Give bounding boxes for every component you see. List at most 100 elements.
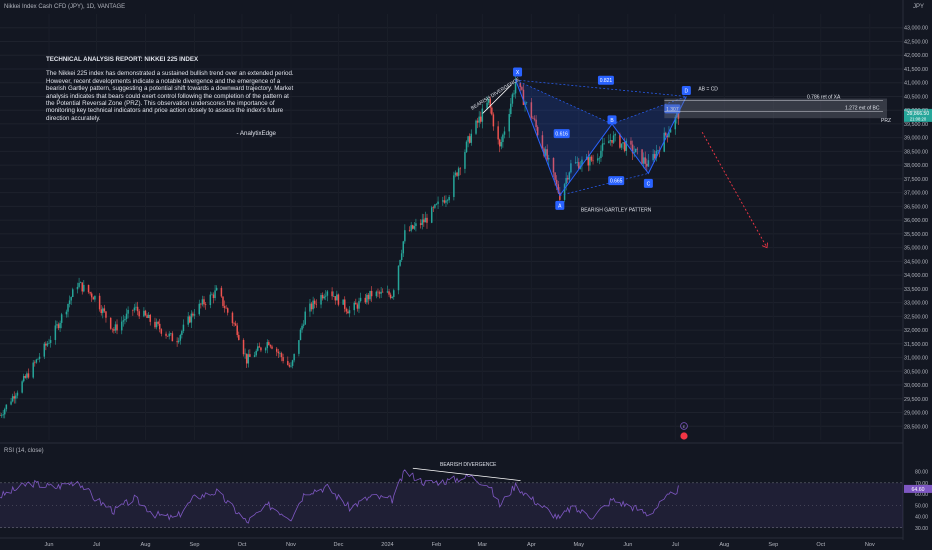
- candle-body: [282, 357, 284, 362]
- candle-body: [78, 282, 80, 287]
- candle-body: [257, 346, 259, 351]
- point-c-label: C: [647, 181, 651, 187]
- price-tick-label: 36,000.00: [904, 218, 928, 224]
- candle-body: [481, 108, 484, 122]
- candle-body: [3, 409, 6, 415]
- candle-body: [465, 141, 468, 153]
- candle-body: [57, 324, 60, 329]
- candle-body: [192, 313, 194, 316]
- price-tick-label: 35,500.00: [904, 232, 928, 238]
- candle-body: [37, 358, 39, 360]
- candle-body: [71, 289, 74, 298]
- candle-body: [437, 201, 439, 204]
- candle-body: [548, 157, 550, 160]
- candle-body: [630, 140, 632, 145]
- candle-body: [543, 148, 545, 156]
- price-tick-label: 36,500.00: [904, 204, 928, 210]
- candle-body: [622, 142, 624, 144]
- candle-body: [590, 156, 593, 161]
- ratio-cd-label-bg: [664, 104, 681, 114]
- candle-body: [535, 119, 537, 127]
- candle-body: [133, 307, 136, 311]
- candle-body: [135, 306, 137, 308]
- candle-body: [203, 299, 205, 305]
- candle-body: [223, 306, 226, 308]
- candle-body: [48, 342, 50, 344]
- time-tick-label: Mar: [478, 542, 488, 548]
- candle-body: [552, 157, 555, 173]
- candle-body: [271, 346, 273, 349]
- candle-body: [215, 287, 218, 291]
- time-tick-label: Aug: [719, 542, 729, 548]
- candle-body: [249, 354, 251, 357]
- time-tick-label: Nov: [865, 542, 875, 548]
- candle-body: [277, 351, 280, 354]
- candle-body: [304, 311, 306, 325]
- candle-body: [555, 179, 558, 185]
- candle-body: [358, 301, 360, 309]
- candle-body: [189, 316, 191, 323]
- candle-body: [497, 126, 499, 140]
- price-tick-label: 29,500.00: [904, 397, 928, 403]
- candle-body: [336, 294, 338, 301]
- candle-body: [321, 294, 324, 299]
- analysis-report: TECHNICAL ANALYSIS REPORT: NIKKEI 225 IN…: [46, 56, 296, 138]
- candle-body: [570, 163, 572, 173]
- ratio-bc-label: 0.665: [610, 179, 623, 185]
- point-c-label-bg: [643, 178, 653, 188]
- candle-body: [70, 297, 72, 301]
- price-tick-label: 31,500.00: [904, 342, 928, 348]
- candle-body: [111, 328, 114, 330]
- candle-body: [337, 294, 340, 305]
- candle-body: [631, 144, 634, 154]
- candle-body: [415, 223, 417, 227]
- price-tick-label: 41,500.00: [904, 67, 928, 73]
- time-tick-label: Jun: [623, 542, 632, 548]
- candle-body: [557, 184, 559, 193]
- price-tick-label: 41,000.00: [904, 81, 928, 87]
- candle-body: [334, 296, 337, 301]
- candle-body: [187, 316, 189, 325]
- candle-body: [636, 148, 639, 150]
- price-tick-label: 30,500.00: [904, 369, 928, 375]
- candle-body: [121, 321, 123, 331]
- candle-body: [381, 291, 384, 293]
- currency-label: JPY: [912, 4, 924, 10]
- rsi-tick-label: 40.00: [915, 515, 928, 521]
- candle-body: [581, 159, 583, 166]
- price-tick-label: 40,500.00: [904, 94, 928, 100]
- candle-body: [430, 207, 433, 223]
- candle-body: [255, 350, 257, 356]
- candle-body: [443, 200, 446, 203]
- ratio-xd-label-bg: [597, 75, 614, 85]
- candle-body: [182, 324, 185, 332]
- candle-body: [90, 293, 93, 298]
- candle-body: [498, 139, 501, 147]
- report-body: The Nikkei 225 index has demonstrated a …: [46, 70, 294, 122]
- price-tick-label: 37,500.00: [904, 177, 928, 183]
- candle-body: [500, 142, 503, 147]
- candle-body: [532, 117, 534, 119]
- candle-body: [511, 94, 514, 104]
- candle-body: [421, 219, 423, 225]
- price-tick-label: 42,500.00: [904, 39, 928, 45]
- candle-body: [287, 361, 289, 365]
- point-x-label-bg: [513, 67, 523, 77]
- candle-body: [5, 404, 8, 410]
- candle-body: [574, 162, 577, 164]
- candle-body: [424, 217, 427, 223]
- candle-body: [370, 290, 373, 297]
- candle-body: [301, 325, 303, 330]
- candle-body: [576, 162, 578, 163]
- price-tick-label: 39,000.00: [904, 136, 928, 142]
- candle-body: [238, 334, 240, 340]
- candle-body: [592, 160, 594, 162]
- time-tick-label: May: [574, 542, 585, 548]
- candle-body: [312, 300, 314, 310]
- candle-body: [201, 299, 204, 305]
- candle-body: [487, 98, 490, 103]
- price-axis: 28,500.00 29,000.00 29,500.00 30,000.00 30,5…: [902, 0, 928, 540]
- candle-body: [470, 133, 473, 143]
- candle-body: [389, 294, 392, 298]
